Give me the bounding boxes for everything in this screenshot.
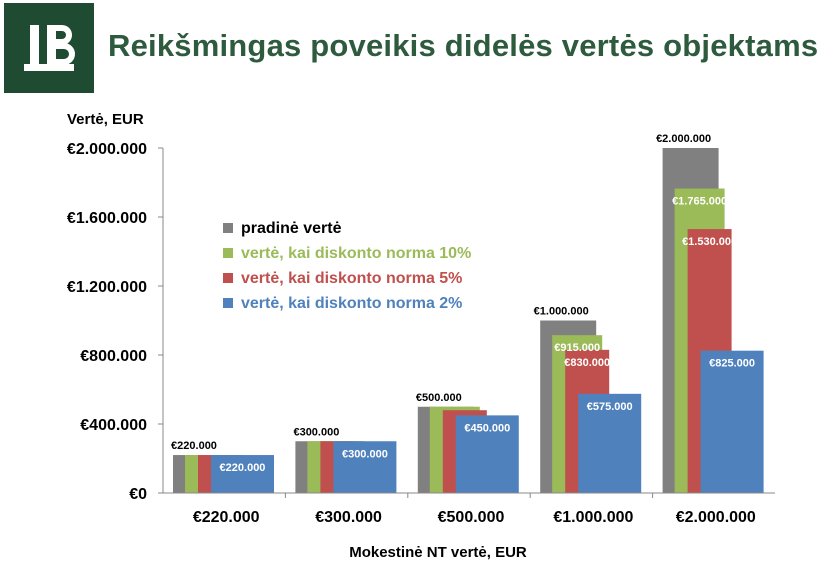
bar-value-label: €220.000 [171,440,217,452]
bar [333,441,397,493]
legend-label: vertė, kai diskonto norma 5% [241,270,462,287]
x-tick-label: €220.000 [193,509,260,526]
page-title: Reikšmingas poveikis didelės vertės obje… [108,28,819,63]
bar-value-label: €300.000 [293,426,339,438]
legend-label: pradinė vertė [241,220,342,237]
bar [211,455,274,493]
bar-value-label: €830.000 [564,357,610,369]
bar-value-label: €825.000 [709,358,755,370]
y-axis-label: Vertė, EUR [67,111,144,128]
x-tick-label: €2.000.000 [676,509,756,526]
bar-value-label: €2.000.000 [656,133,711,145]
legend-swatch [223,248,233,258]
bar [455,415,519,493]
x-tick-label: €500.000 [438,509,505,526]
bar-value-label: €1.765.000 [672,196,727,208]
y-tick-label: €2.000.000 [67,141,147,158]
legend-label: vertė, kai diskonto norma 10% [241,245,471,262]
legend-swatch [223,273,233,283]
legend-swatch [223,298,233,308]
legend-swatch [223,223,233,233]
y-tick-label: €1.200.000 [67,279,147,296]
bar-value-label: €500.000 [416,392,462,404]
bar-value-label: €220.000 [220,462,266,474]
company-logo [4,3,94,93]
bar-value-label: €450.000 [464,422,510,434]
y-tick-label: €0 [129,486,147,503]
y-tick-label: €1.600.000 [67,210,147,227]
bar-value-label: €300.000 [342,448,388,460]
x-axis-label: Mokestinė NT vertė, EUR [349,544,527,561]
bar-value-label: €1.000.000 [534,306,589,318]
legend-label: vertė, kai diskonto norma 2% [241,295,462,312]
y-tick-label: €400.000 [80,417,147,434]
x-tick-label: €1.000.000 [553,509,633,526]
bar [578,393,642,493]
logo-mark-icon [24,25,75,71]
bar-value-label: €915.000 [554,342,600,354]
bar-value-label: €575.000 [587,401,633,413]
y-tick-label: €800.000 [80,348,147,365]
bar-value-label: €1.530.000 [682,236,737,248]
x-tick-label: €300.000 [315,509,382,526]
bar [700,350,764,493]
